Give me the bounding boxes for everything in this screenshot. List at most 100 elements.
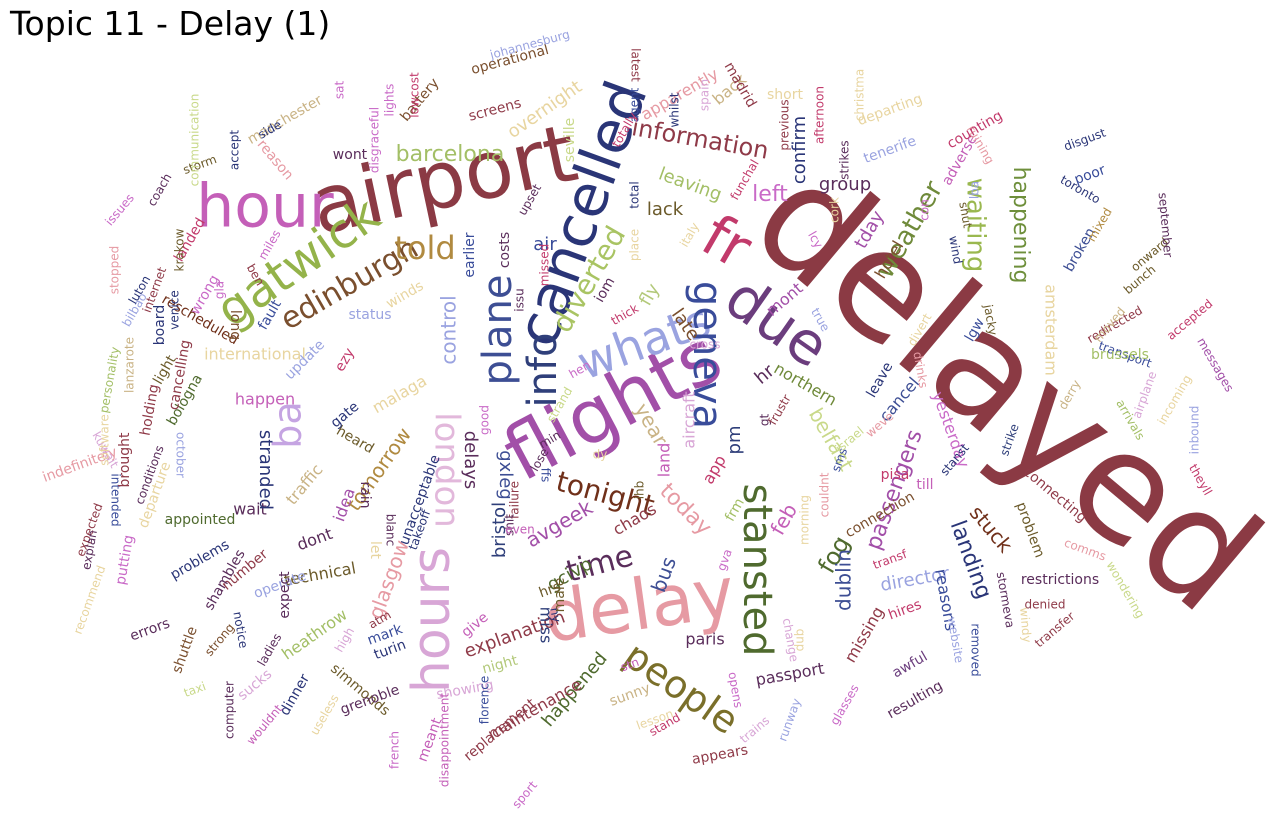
word-seville: seville [562,118,578,162]
word-cross: cross [689,338,720,352]
word-explan: explan [79,529,100,571]
word-even: even [505,523,534,537]
word-venice: venice [168,290,182,329]
word-lanzarote: lanzarote [123,337,137,393]
word-holding: holding [138,383,163,437]
word-communication: communication [188,94,202,187]
word-paris: paris [685,630,724,649]
word-pm: pm [724,426,745,455]
word-earlier: earlier [462,232,478,277]
word-gxleg: gxleg [495,450,516,500]
word-drinks: drinks [910,351,930,390]
word-manchester: manchester [245,92,325,148]
word-wait: wait [233,500,267,519]
word-place: place [628,229,642,261]
word-tenerife: tenerife [862,133,919,167]
word-appointed: appointed [165,512,236,528]
word-hires: hires [886,597,924,624]
word-dinner: dinner [277,671,313,718]
word-shut: shut [956,201,974,229]
word-night: night [481,652,520,677]
word-cork: cork [828,197,842,223]
word-sucks: sucks [235,666,275,703]
word-ba: ba [266,401,310,448]
word-total: total [628,181,642,208]
word-app: app [698,452,730,488]
word-hrs: hrs [537,579,563,602]
word-awful: awful [890,649,931,682]
word-let: let [367,541,383,560]
word-mixed: mixed [1084,205,1115,244]
word-sport: sport [509,778,540,811]
word-opens: opens [725,671,745,709]
word-status: status [348,307,391,323]
word-whilst: whilst [668,92,682,127]
word-ezy: ezy [332,345,358,374]
word-strikes: strikes [838,140,852,179]
word-lack: lack [647,199,684,220]
word-personality: personality [97,346,122,414]
page-title: Topic 11 - Delay (1) [10,4,331,43]
word-shuttle: shuttle [169,624,201,675]
word-missed: missed [538,244,552,287]
word-shit: shit [503,514,517,536]
word-dublin: dublin [832,549,856,611]
word-fly: fly [635,280,664,310]
word-info: info [520,332,566,407]
word-ny: ny [547,606,563,623]
word-con: con [918,199,932,221]
word-male: male [552,578,568,613]
word-transfer: transfer [1032,609,1077,650]
word-french: french [388,731,402,769]
word-agent: agent [628,87,642,122]
word-today: today [654,479,716,541]
word-recommend: recommend [71,564,109,636]
word-disgust: disgust [1062,125,1108,153]
word-ihb: ihb [633,481,647,500]
word-bristol: bristol [489,502,510,558]
word-accept: accept [228,130,242,171]
word-costs: costs [497,232,513,268]
word-spain: spain [698,79,712,111]
word-expect: expect [277,571,293,619]
word-short: short [767,87,803,103]
word-left: left [752,182,788,207]
word-control: control [437,295,461,364]
word-rain: rain [357,481,373,508]
word-strong: strong [202,621,237,659]
word-dont: dont [294,524,335,554]
word-frustr: frustr [765,392,793,427]
word-stopped: stopped [108,246,122,295]
word-malaga: malaga [369,371,430,417]
word-messages: messages [1194,335,1236,394]
word-gla: gla [213,281,227,299]
word-confirm: confirm [789,116,810,184]
word-long: long [227,310,243,340]
word-wont: wont [333,147,368,163]
word-trains: trains [737,713,772,746]
word-disgraceful: disgraceful [368,107,382,173]
word-hour: hour [196,172,334,242]
word-hours: hours [402,547,462,693]
word-software: software [98,414,112,466]
word-international: international [204,345,306,364]
word-afternoon: afternoon [813,86,827,144]
word-dy: dy [593,448,608,462]
word-group: group [819,174,871,195]
word-putting: putting [113,534,138,586]
word-missing: missing [841,603,888,666]
word-poor: poor [1072,162,1108,188]
word-errors: errors [128,615,172,644]
word-lowcost: lowcost [408,72,422,118]
word-london: london [427,412,467,528]
word-board: board [152,305,168,345]
word-barcelona: barcelona [396,142,505,167]
word-dub: dub [793,629,807,652]
word-useless: useless [307,692,341,738]
word-gva: gva [714,547,735,573]
word-happen: happen [235,390,295,409]
word-runway: runway [775,697,803,744]
word-september: september [1156,192,1176,258]
word-brussels: brussels [1091,347,1149,363]
word-air: air [533,234,557,255]
